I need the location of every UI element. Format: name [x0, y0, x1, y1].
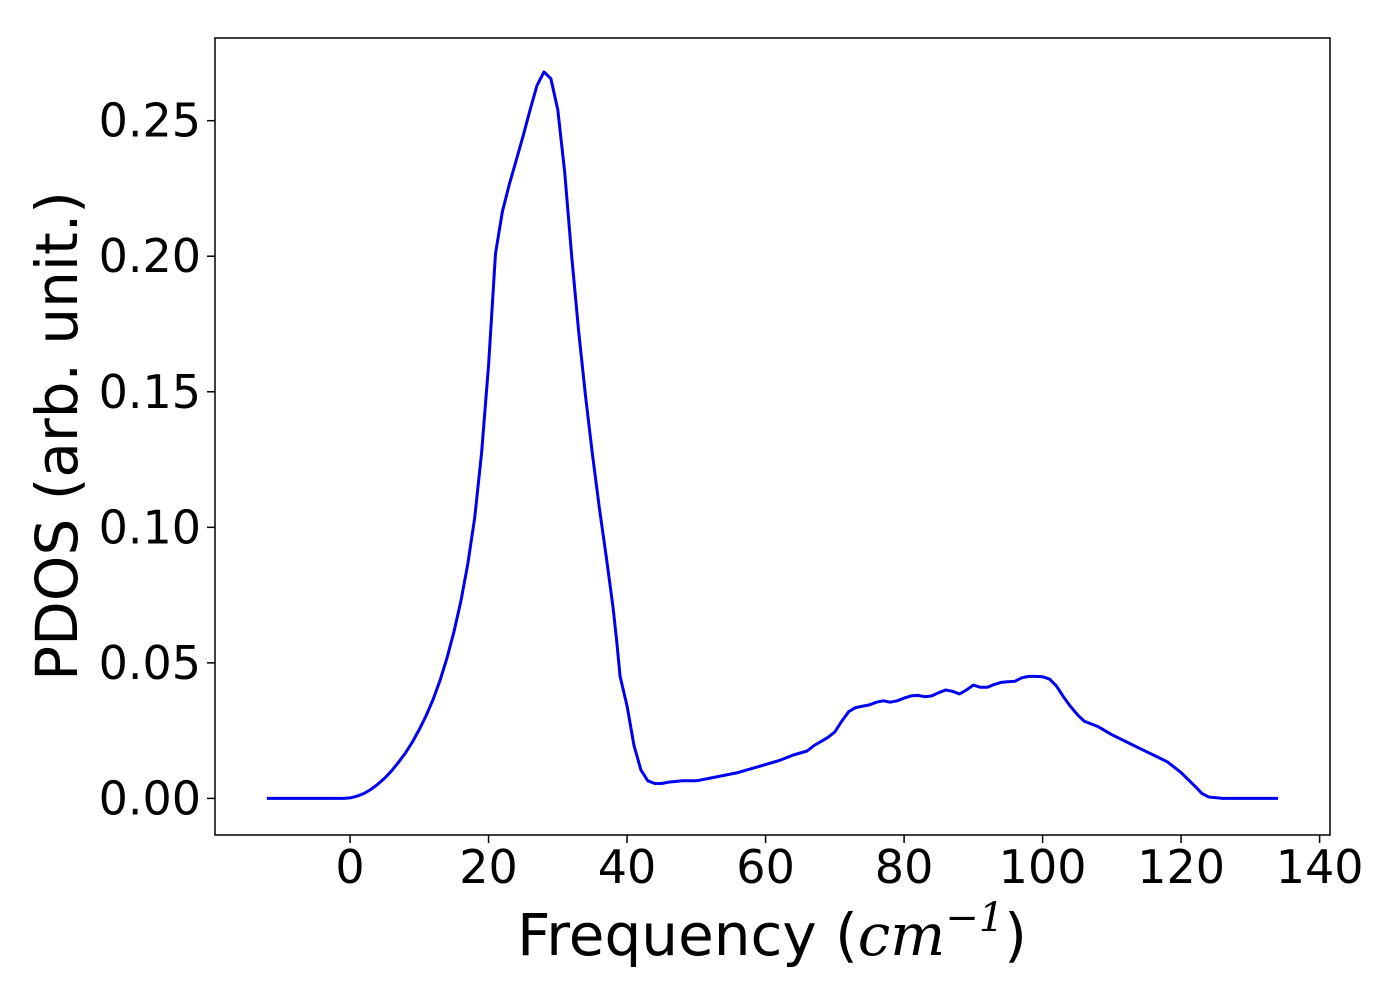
x-axis-label: Frequency (cm−1) [517, 895, 1027, 969]
x-tick-label: 20 [459, 840, 518, 894]
x-tick-label: 140 [1276, 840, 1364, 894]
y-tick-label: 0.20 [99, 229, 201, 283]
x-tick-label: 100 [999, 840, 1087, 894]
x-tick-label: 40 [598, 840, 657, 894]
x-tick-label: 60 [736, 840, 795, 894]
y-tick-label: 0.15 [99, 365, 201, 419]
y-axis-label: PDOS (arb. unit.) [23, 191, 91, 681]
y-tick-label: 0.10 [99, 500, 201, 554]
y-ticks: 0.00 0.05 0.10 0.15 0.20 0.25 [99, 94, 215, 825]
x-tick-label: 80 [875, 840, 934, 894]
x-ticks: 0 20 40 60 80 100 120 140 [335, 835, 1364, 894]
plot-frame [214, 37, 1331, 836]
x-tick-label: 120 [1137, 840, 1225, 894]
pdos-series-line [266, 70, 1279, 800]
x-tick-label: 0 [335, 840, 364, 894]
y-tick-label: 0.05 [99, 636, 201, 690]
y-tick-label: 0.25 [99, 94, 201, 148]
y-tick-label: 0.00 [99, 771, 201, 825]
